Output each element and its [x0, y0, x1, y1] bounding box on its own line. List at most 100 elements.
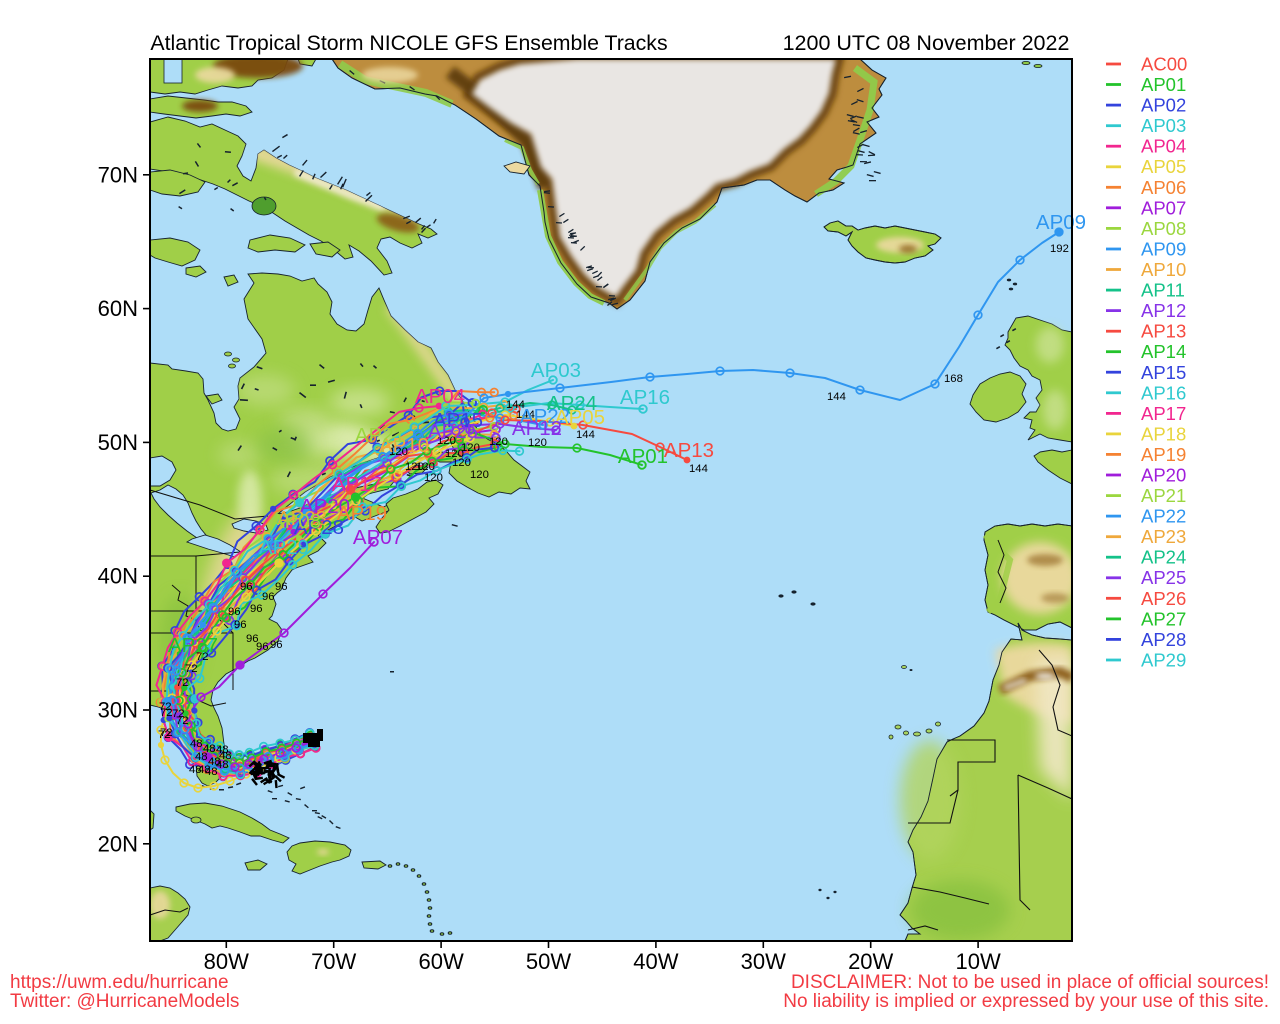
svg-text:40W: 40W — [633, 949, 678, 974]
svg-text:96: 96 — [240, 581, 253, 593]
svg-text:72: 72 — [185, 663, 198, 675]
svg-text:AP04: AP04 — [415, 385, 465, 408]
svg-text:AP04: AP04 — [1141, 136, 1186, 157]
svg-text:AP24: AP24 — [547, 392, 597, 415]
svg-text:120: 120 — [470, 469, 489, 481]
svg-text:20W: 20W — [848, 949, 893, 974]
svg-text:96: 96 — [256, 641, 269, 653]
svg-text:48: 48 — [205, 766, 218, 778]
svg-text:AP12: AP12 — [1141, 300, 1186, 321]
svg-text:AP15: AP15 — [433, 409, 483, 432]
svg-text:96: 96 — [234, 619, 247, 631]
svg-text:AP10: AP10 — [1141, 259, 1186, 280]
svg-text:144: 144 — [827, 391, 846, 403]
svg-text:60W: 60W — [418, 949, 463, 974]
svg-text:AP05: AP05 — [1141, 156, 1186, 177]
svg-text:AP08: AP08 — [1141, 218, 1186, 239]
svg-text:120: 120 — [452, 457, 471, 469]
svg-text:AP24: AP24 — [1141, 547, 1186, 568]
svg-text:96: 96 — [246, 633, 259, 645]
svg-text:AP29: AP29 — [259, 536, 309, 559]
svg-text:72: 72 — [176, 715, 189, 727]
svg-text:144: 144 — [689, 463, 708, 475]
svg-text:120: 120 — [389, 446, 408, 458]
svg-text:AP20: AP20 — [300, 495, 350, 518]
svg-text:AP16: AP16 — [1141, 382, 1186, 403]
svg-text:70W: 70W — [311, 949, 356, 974]
svg-text:120: 120 — [445, 448, 464, 460]
svg-text:AP13: AP13 — [664, 439, 714, 462]
svg-text:AP09: AP09 — [1141, 239, 1186, 260]
svg-text:96: 96 — [228, 606, 241, 618]
svg-text:120: 120 — [424, 472, 443, 484]
svg-text:AP05: AP05 — [555, 406, 605, 429]
svg-text:48: 48 — [219, 750, 232, 762]
svg-text:AP07: AP07 — [1141, 197, 1186, 218]
svg-text:AP27: AP27 — [168, 634, 218, 657]
svg-text:AP11: AP11 — [1141, 280, 1185, 301]
svg-text:AP01: AP01 — [618, 445, 668, 468]
svg-text:AP25: AP25 — [428, 420, 478, 443]
svg-text:48: 48 — [189, 764, 202, 776]
svg-text:50N: 50N — [98, 430, 138, 455]
svg-text:AP22: AP22 — [520, 405, 570, 428]
svg-text:70N: 70N — [98, 162, 138, 187]
svg-text:60N: 60N — [98, 296, 138, 321]
svg-text:48: 48 — [216, 744, 229, 756]
svg-text:AP03: AP03 — [531, 359, 581, 382]
svg-text:30N: 30N — [98, 698, 138, 723]
svg-text:AP26: AP26 — [1141, 588, 1186, 609]
svg-text:https://uwm.edu/hurricane: https://uwm.edu/hurricane — [10, 972, 229, 993]
svg-text:Twitter: @HurricaneModels: Twitter: @HurricaneModels — [10, 991, 239, 1012]
svg-text:30W: 30W — [741, 949, 786, 974]
svg-text:AP28: AP28 — [294, 516, 344, 539]
svg-text:120: 120 — [416, 461, 435, 473]
svg-text:72: 72 — [176, 677, 189, 689]
svg-text:AP23: AP23 — [1141, 526, 1186, 547]
svg-text:1200 UTC 08 November 2022: 1200 UTC 08 November 2022 — [783, 31, 1070, 55]
svg-text:AP18: AP18 — [1141, 423, 1186, 444]
svg-text:AP03: AP03 — [1141, 115, 1186, 136]
svg-text:AP25: AP25 — [1141, 567, 1186, 588]
svg-text:48: 48 — [195, 751, 208, 763]
svg-text:72: 72 — [159, 701, 172, 713]
svg-text:AP21: AP21 — [355, 424, 405, 447]
svg-text:AP27: AP27 — [1141, 608, 1186, 629]
svg-text:40N: 40N — [98, 564, 138, 589]
svg-text:72: 72 — [158, 729, 171, 741]
svg-text:AP29: AP29 — [1141, 650, 1186, 671]
svg-text:96: 96 — [270, 639, 283, 651]
svg-text:10W: 10W — [955, 949, 1000, 974]
svg-text:AP08: AP08 — [271, 510, 321, 533]
svg-text:Atlantic Tropical Storm NICOLE: Atlantic Tropical Storm NICOLE GFS Ensem… — [150, 31, 667, 55]
svg-text:AP14: AP14 — [1141, 341, 1186, 362]
svg-text:AP20: AP20 — [1141, 465, 1186, 486]
svg-text:96: 96 — [275, 581, 288, 593]
svg-text:20N: 20N — [98, 831, 138, 856]
svg-text:AP09: AP09 — [1036, 211, 1086, 234]
svg-text:144: 144 — [516, 409, 535, 421]
svg-text:144: 144 — [576, 429, 595, 441]
svg-text:AP22: AP22 — [1141, 506, 1186, 527]
svg-text:AP16: AP16 — [620, 386, 670, 409]
svg-text:48: 48 — [203, 743, 216, 755]
svg-text:AC00: AC00 — [1141, 54, 1187, 75]
svg-text:AP01: AP01 — [1141, 74, 1186, 95]
svg-text:72: 72 — [172, 708, 185, 720]
svg-text:80W: 80W — [204, 949, 249, 974]
svg-text:AP19: AP19 — [1141, 444, 1186, 465]
svg-text:48: 48 — [208, 756, 221, 768]
svg-text:120: 120 — [461, 442, 480, 454]
svg-text:72: 72 — [196, 651, 209, 663]
svg-text:144: 144 — [506, 399, 525, 411]
svg-text:168: 168 — [944, 373, 963, 385]
svg-text:50W: 50W — [526, 949, 571, 974]
svg-text:48: 48 — [190, 738, 203, 750]
svg-text:AP06: AP06 — [1141, 177, 1186, 198]
svg-text:192: 192 — [1050, 243, 1069, 255]
svg-text:AP21: AP21 — [1141, 485, 1186, 506]
svg-text:AP19: AP19 — [337, 502, 387, 525]
svg-text:AP13: AP13 — [1141, 321, 1186, 342]
svg-text:72: 72 — [160, 727, 173, 739]
svg-text:120: 120 — [437, 435, 456, 447]
